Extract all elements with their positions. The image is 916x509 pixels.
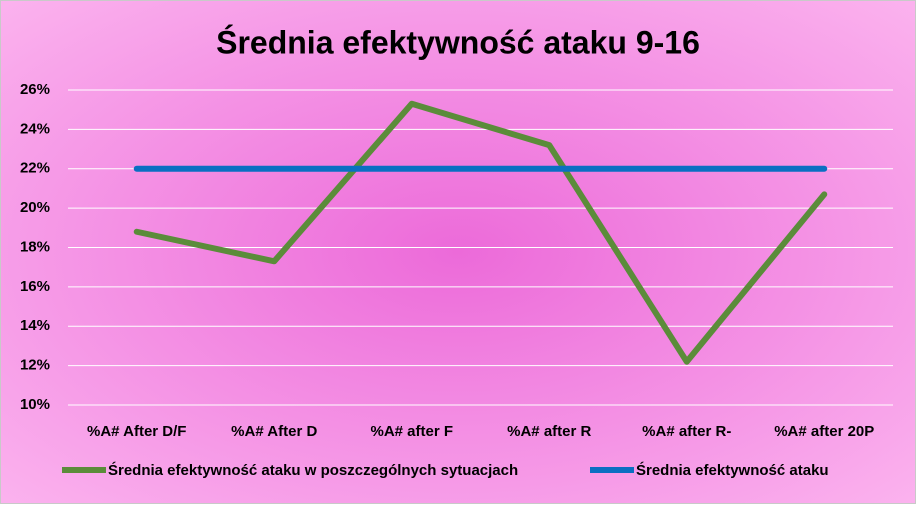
chart-title: Średnia efektywność ataku 9-16 [216, 24, 700, 60]
x-tick-label: %A# after R- [642, 423, 731, 440]
x-tick-label: %A# after F [370, 423, 453, 440]
y-tick-label: 26% [20, 81, 50, 98]
x-tick-label: %A# after R [507, 423, 591, 440]
legend-label: Średnia efektywność ataku [636, 461, 829, 479]
y-tick-label: 12% [20, 357, 50, 374]
x-tick-label: %A# After D [231, 423, 317, 440]
legend-label: Średnia efektywność ataku w poszczególny… [108, 461, 518, 479]
x-tick-label: %A# After D/F [87, 423, 186, 440]
x-tick-label: %A# after 20P [774, 423, 874, 440]
y-tick-label: 16% [20, 278, 50, 295]
y-tick-label: 22% [20, 160, 50, 177]
y-tick-label: 24% [20, 120, 50, 137]
y-tick-label: 20% [20, 199, 50, 216]
y-tick-label: 10% [20, 396, 50, 413]
series-line [133, 100, 828, 365]
y-tick-label: 14% [20, 317, 50, 334]
y-tick-label: 18% [20, 238, 50, 255]
